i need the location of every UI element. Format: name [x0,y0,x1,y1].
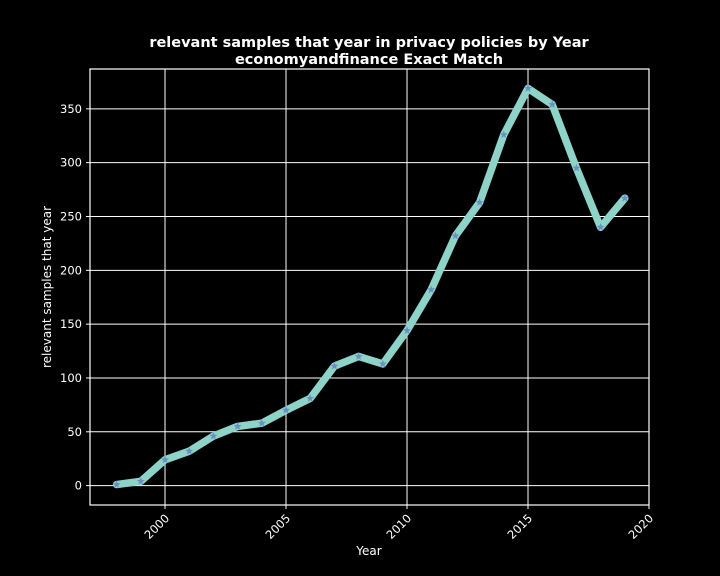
data-point-marker [548,100,557,108]
x-tick-label: 2000 [142,511,173,542]
data-point-marker [524,84,532,92]
y-tick-label: 100 [60,371,82,385]
y-tick-label: 150 [60,317,82,331]
data-point-marker [233,422,242,430]
data-point-marker [209,431,218,440]
x-tick-label: 2010 [384,511,415,542]
data-point-marker [451,231,460,240]
x-tick-label: 2020 [626,511,657,542]
data-point-marker [427,285,436,294]
x-tick-label: 2015 [505,511,536,542]
data-point-marker [475,198,484,206]
data-point-marker [596,223,605,231]
data-point-marker [306,394,315,402]
data-point-marker [620,193,629,202]
data-point-marker [185,446,194,455]
x-tick-label: 2005 [263,511,294,542]
data-point-marker [354,352,363,360]
chart-subtitle: economyandfinance Exact Match [235,52,503,68]
y-tick-label: 50 [67,425,82,439]
plot-frame [89,68,650,506]
y-tick-label: 250 [60,209,82,223]
data-point-marker [112,480,121,488]
data-point-marker [378,359,387,368]
data-point-marker [257,418,266,427]
series-layer [112,84,629,489]
y-tick-label: 350 [60,102,82,116]
data-point-marker [161,455,170,464]
data-point-marker [572,163,581,172]
data-point-marker [136,477,145,485]
y-tick-label: 0 [75,479,82,493]
data-point-marker [330,361,339,370]
y-axis-label: relevant samples that year [40,206,54,368]
data-point-marker [499,130,508,139]
data-point-marker [282,406,291,414]
series-line [112,84,629,489]
y-tick-label: 200 [60,263,82,277]
x-axis-label: Year [355,544,381,558]
y-tick-label: 300 [60,156,82,170]
chart-title: relevant samples that year in privacy po… [149,35,589,51]
data-point-marker [403,326,411,334]
